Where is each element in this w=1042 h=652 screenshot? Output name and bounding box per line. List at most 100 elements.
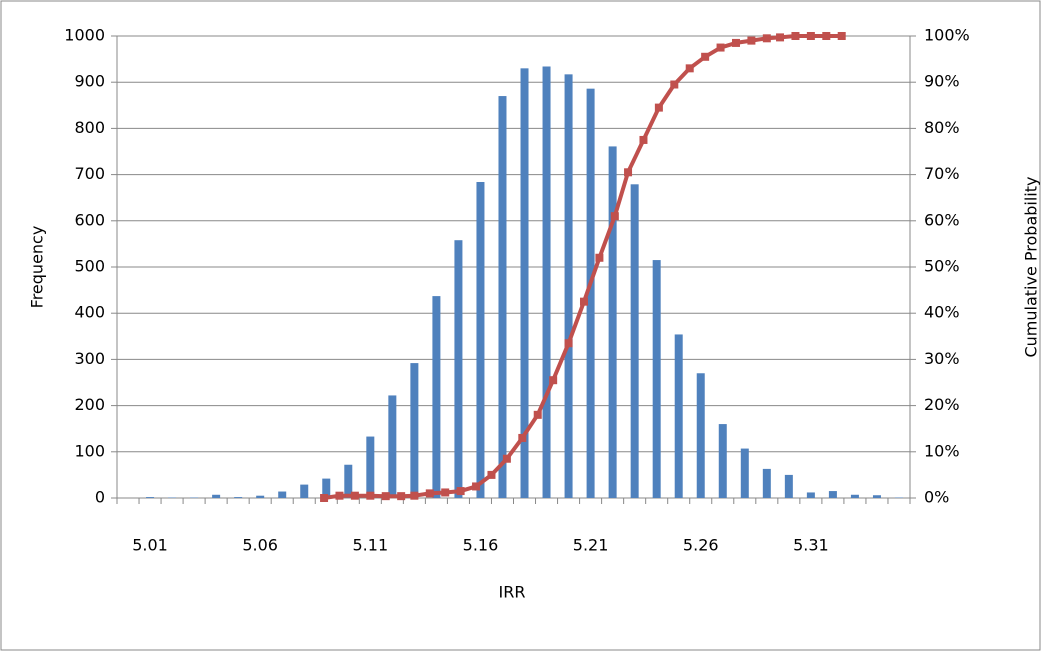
y-tick-label: 500: [74, 257, 105, 276]
bar: [212, 494, 221, 498]
line-marker: [837, 32, 846, 40]
bar: [718, 424, 727, 498]
bar: [146, 497, 155, 498]
bar: [674, 334, 683, 498]
line-marker: [701, 52, 710, 61]
line-marker: [518, 433, 527, 442]
line-marker: [822, 32, 831, 40]
y2-tick-label: 100%: [924, 26, 970, 45]
line-marker: [425, 489, 434, 498]
line-marker: [502, 454, 511, 463]
bar: [388, 395, 397, 498]
y2-tick-label: 60%: [924, 210, 960, 229]
line-marker: [564, 339, 573, 348]
bar: [652, 260, 661, 498]
y-tick-label: 600: [74, 210, 105, 229]
y-tick-label: 1000: [64, 26, 105, 45]
bar: [344, 464, 353, 498]
y2-tick-label: 70%: [924, 164, 960, 183]
line-marker: [397, 492, 406, 501]
y2-tick-label: 90%: [924, 72, 960, 91]
y-tick-label: 900: [74, 72, 105, 91]
line-marker: [456, 487, 465, 496]
x-tick-label: 5.16: [463, 536, 499, 555]
line-marker: [791, 32, 800, 40]
y2-tick-label: 20%: [924, 395, 960, 414]
bar: [872, 495, 881, 498]
x-axis-title: IRR: [499, 583, 526, 602]
line-marker: [533, 410, 542, 419]
bar: [850, 494, 859, 498]
bar: [696, 373, 705, 498]
x-tick-label: 5.21: [573, 536, 609, 555]
line-marker: [549, 376, 558, 385]
y2-tick-label: 10%: [924, 441, 960, 460]
x-tick-label: 5.11: [353, 536, 389, 555]
bar: [740, 448, 749, 498]
bar: [586, 88, 595, 498]
line-marker: [350, 491, 359, 500]
line-marker: [366, 491, 375, 500]
line-marker: [747, 36, 756, 45]
x-tick-label: 5.31: [793, 536, 829, 555]
bar: [476, 181, 485, 498]
bar: [278, 491, 287, 498]
y-axis-title: Frequency: [28, 226, 47, 309]
bar: [234, 497, 243, 498]
y2-tick-label: 0%: [924, 488, 949, 507]
line-marker: [335, 491, 344, 500]
line-marker: [716, 43, 725, 52]
y-tick-label: 700: [74, 164, 105, 183]
line-marker: [410, 491, 419, 500]
bar: [454, 240, 463, 499]
bar: [498, 96, 507, 498]
y-tick-label: 0: [95, 488, 105, 507]
x-tick-label: 5.06: [242, 536, 278, 555]
bar: [366, 436, 375, 498]
bar: [520, 68, 529, 498]
bar: [564, 74, 573, 498]
y-tick-label: 800: [74, 118, 105, 137]
y-tick-label: 300: [74, 349, 105, 368]
y2-tick-label: 80%: [924, 118, 960, 137]
bar: [300, 484, 309, 498]
bar: [256, 495, 265, 498]
bar: [828, 491, 837, 498]
y-tick-label: 200: [74, 395, 105, 414]
line-marker: [639, 135, 648, 144]
line-marker: [624, 168, 633, 177]
bar: [322, 478, 331, 498]
line-marker: [685, 64, 694, 73]
line-marker: [579, 297, 588, 306]
y-tick-label: 400: [74, 303, 105, 322]
line-marker: [472, 482, 481, 491]
bar: [542, 66, 551, 498]
bar: [784, 474, 793, 498]
line-marker: [610, 212, 619, 221]
line-marker: [670, 80, 679, 89]
y2-tick-label: 30%: [924, 349, 960, 368]
line-marker: [776, 33, 785, 42]
bar: [432, 296, 441, 498]
y2-tick-label: 50%: [924, 257, 960, 276]
line-marker: [654, 103, 663, 112]
bar: [630, 184, 639, 498]
bar: [762, 468, 771, 498]
bar: [410, 363, 419, 498]
line-marker: [487, 470, 496, 479]
y2-axis-title: Cumulative Probability: [1022, 177, 1041, 358]
y-tick-label: 100: [74, 441, 105, 460]
x-tick-label: 5.01: [132, 536, 168, 555]
line-marker: [731, 38, 740, 47]
line-marker: [320, 494, 329, 502]
line-marker: [595, 253, 604, 262]
bar: [806, 492, 815, 498]
line-marker: [806, 32, 815, 40]
y2-tick-label: 40%: [924, 303, 960, 322]
bar: [608, 146, 617, 498]
line-marker: [441, 488, 450, 497]
line-marker: [762, 34, 771, 43]
line-marker: [381, 492, 390, 501]
